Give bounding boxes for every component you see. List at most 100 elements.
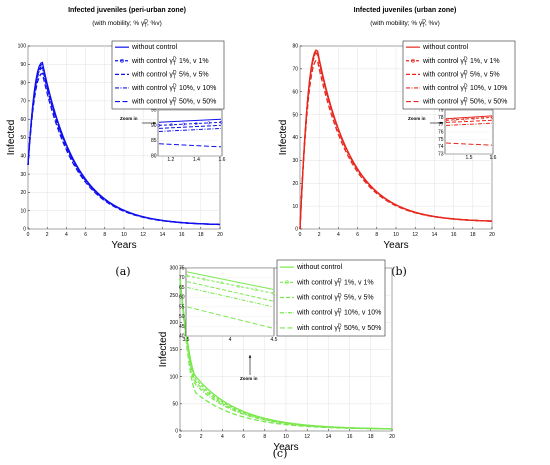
- zoom-inset: 40 45 50 55 60 65 70 75 3.5 4 4.5: [179, 266, 278, 344]
- x-tick-label: 20: [489, 232, 495, 238]
- legend-rest: 1%, v 1%: [468, 58, 500, 65]
- inset-marker: [207, 121, 211, 125]
- zoom-inset: 80 85 90 95 1.2 1.4 1.6: [151, 108, 226, 164]
- inset-marker: [462, 117, 466, 121]
- zoom-arrow-head: [440, 121, 443, 125]
- inset-marker: [254, 288, 258, 292]
- y-tick-label: 0: [175, 429, 178, 435]
- panel-label: (a): [115, 265, 130, 278]
- legend-sub: T: [464, 61, 467, 67]
- subtitle-end: , %v): [425, 20, 440, 27]
- inset-series-4: [186, 286, 274, 308]
- x-tick-label: 8: [103, 232, 106, 238]
- inset-y-tick-label: 74: [438, 144, 444, 150]
- x-axis-label: Years: [383, 240, 408, 251]
- inset-marker: [219, 281, 223, 285]
- chart-panel-3: Infected juveniles (rural zone)(with mob…: [158, 259, 395, 460]
- legend-sub: T: [464, 102, 467, 108]
- y-tick-label: 30: [292, 158, 298, 164]
- x-tick-label: 12: [304, 434, 310, 440]
- x-tick-label: 16: [179, 232, 185, 238]
- x-tick-label: 18: [198, 232, 204, 238]
- inset-marker: [444, 118, 448, 122]
- legend-rest: 5%, v 5%: [177, 71, 209, 78]
- zoom-arrow-head: [153, 121, 156, 125]
- x-tick-label: 0: [27, 232, 30, 238]
- legend-sup: D: [464, 56, 468, 62]
- legend-rest: 1%, v 1%: [177, 58, 209, 65]
- inset-y-tick-label: 95: [151, 108, 157, 114]
- y-tick-label: 200: [170, 320, 179, 326]
- legend-entry: with control γD T 10%, v 10%: [422, 83, 507, 94]
- inset-x-tick-label: 1.2: [167, 157, 174, 163]
- inset-y-tick-label: 40: [179, 334, 185, 340]
- inset-y-tick-label: 85: [151, 138, 157, 144]
- inset-marker: [481, 116, 485, 120]
- legend-sup: D: [173, 70, 177, 76]
- inset-box: [157, 109, 223, 157]
- inset-y-tick-label: 75: [179, 266, 185, 272]
- legend-sub: T: [338, 298, 341, 304]
- inset-series-3: [445, 119, 493, 123]
- legend-sub: T: [173, 102, 176, 108]
- legend-rest: 50%, v 50%: [177, 99, 216, 106]
- y-tick-label: 50: [20, 135, 26, 141]
- x-tick-label: 8: [375, 232, 378, 238]
- x-tick-label: 20: [389, 434, 395, 440]
- x-tick-label: 6: [242, 434, 245, 440]
- inset-marker: [237, 284, 241, 288]
- zoom-arrow-head: [248, 355, 252, 358]
- inset-series-3: [186, 281, 274, 302]
- legend-entry: without control: [422, 44, 469, 51]
- y-tick-label: 50: [292, 112, 298, 118]
- legend-rest: 10%, v 10%: [468, 85, 507, 92]
- inset-marker: [219, 120, 223, 124]
- legend-entry: with control γD T 50%, v 50%: [296, 323, 381, 334]
- x-tick-label: 6: [84, 232, 87, 238]
- legend-entry: without control: [131, 44, 178, 51]
- inset-series-5: [445, 142, 493, 146]
- legend-entry: with control γD T 5%, v 5%: [296, 293, 374, 304]
- series-line-4: [27, 67, 221, 226]
- inset-marker: [271, 291, 275, 295]
- legend-rest: 5%, v 5%: [468, 71, 500, 78]
- inset-y-tick-label: 78: [438, 115, 444, 121]
- legend-sub: T: [464, 88, 467, 94]
- inset-y-tick-label: 77: [438, 122, 444, 128]
- legend-entry: with control γD T 10%, v 10%: [296, 308, 381, 319]
- inset-y-tick-label: 76: [438, 130, 444, 136]
- y-tick-label: 100: [170, 374, 179, 380]
- legend-rest: 50%, v 50%: [342, 325, 381, 332]
- inset-y-tick-label: 70: [179, 275, 185, 281]
- legend-sub: T: [338, 313, 341, 319]
- inset-x-tick-label: 3.5: [183, 337, 190, 343]
- inset-x-tick-label: 1.6: [490, 155, 497, 161]
- inset-marker: [202, 277, 206, 281]
- x-tick-label: 6: [356, 232, 359, 238]
- inset-y-tick-label: 55: [179, 304, 185, 310]
- legend-rest: 1%, v 1%: [342, 279, 374, 286]
- zoom-in-label: Zoom in: [240, 376, 258, 381]
- x-tick-label: 2: [318, 232, 321, 238]
- y-tick-label: 80: [20, 80, 26, 86]
- x-tick-label: 10: [283, 434, 289, 440]
- zoom-in-label: Zoom in: [120, 116, 138, 121]
- series-line-4: [179, 278, 393, 430]
- inset-series-5: [158, 143, 222, 148]
- inset-y-tick-label: 65: [179, 285, 185, 291]
- inset-series-1: [445, 115, 493, 120]
- inset-y-tick-label: 45: [179, 324, 185, 330]
- x-tick-label: 18: [368, 434, 374, 440]
- y-tick-label: 60: [20, 117, 26, 123]
- legend-rest: 50%, v 50%: [468, 99, 507, 106]
- y-tick-label: 80: [292, 44, 298, 50]
- legend-sup: D: [338, 308, 342, 314]
- legend-box: [402, 40, 516, 110]
- y-tick-label: 250: [170, 293, 179, 299]
- legend-rest: 10%, v 10%: [177, 85, 216, 92]
- y-axis-label: Infected: [158, 332, 169, 368]
- zoom-in-label: Zoom in: [408, 116, 426, 121]
- y-tick-label: 20: [292, 181, 298, 187]
- x-tick-label: 16: [451, 232, 457, 238]
